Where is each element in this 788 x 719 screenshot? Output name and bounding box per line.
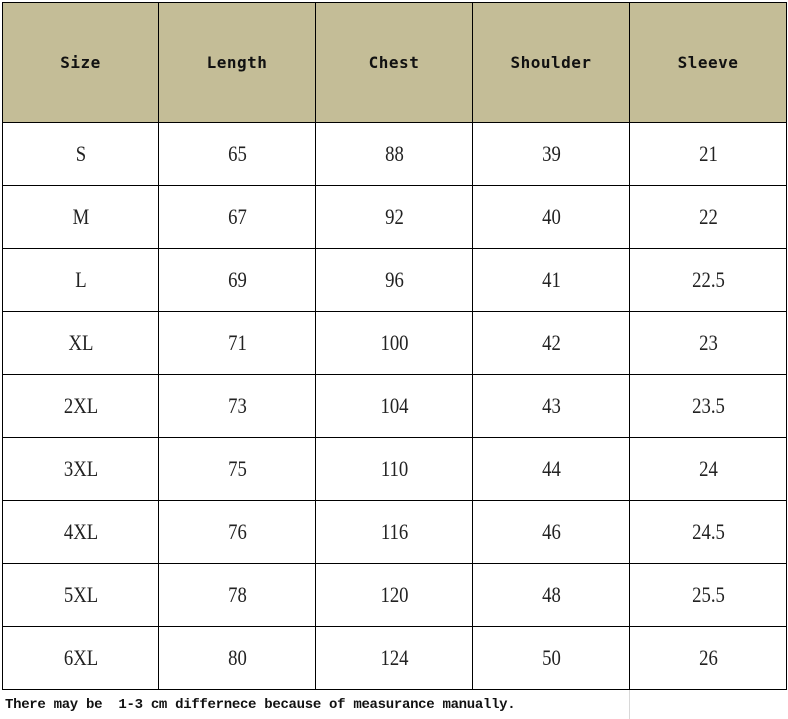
cell-length: 76	[169, 500, 305, 564]
table-row: XL 71 100 42 23	[3, 311, 787, 375]
table-row: S 65 88 39 21	[3, 122, 787, 186]
cell-size: M	[13, 185, 148, 249]
cell-length: 73	[169, 374, 305, 438]
column-header-sleeve: Sleeve	[629, 2, 787, 123]
table-row: 4XL 76 116 46 24.5	[3, 500, 787, 564]
measurement-note: There may be 1-3 cm differnece because o…	[5, 697, 516, 713]
cell-sleeve: 24.5	[640, 500, 776, 564]
cell-sleeve: 25.5	[640, 563, 776, 627]
cell-chest: 110	[326, 437, 462, 501]
cell-shoulder: 48	[483, 563, 619, 627]
cell-shoulder: 46	[483, 500, 619, 564]
cell-size: S	[13, 122, 148, 186]
cell-sleeve: 22	[640, 185, 776, 249]
cell-length: 75	[169, 437, 305, 501]
cell-chest: 88	[326, 122, 462, 186]
cell-size: 2XL	[13, 374, 148, 438]
cell-chest: 124	[326, 626, 462, 690]
cell-length: 80	[169, 626, 305, 690]
footer: There may be 1-3 cm differnece because o…	[0, 690, 788, 719]
cell-sleeve: 26	[640, 626, 776, 690]
cell-length: 67	[169, 185, 305, 249]
cell-sleeve: 24	[640, 437, 776, 501]
table-row: 6XL 80 124 50 26	[3, 626, 787, 690]
cell-size: 5XL	[13, 563, 148, 627]
cell-shoulder: 41	[483, 248, 619, 312]
cell-shoulder: 44	[483, 437, 619, 501]
cell-chest: 100	[326, 311, 462, 375]
table-row: L 69 96 41 22.5	[3, 248, 787, 312]
cell-size: XL	[13, 311, 148, 375]
cell-shoulder: 40	[483, 185, 619, 249]
cell-length: 71	[169, 311, 305, 375]
cell-length: 78	[169, 563, 305, 627]
cell-chest: 92	[326, 185, 462, 249]
cell-shoulder: 39	[483, 122, 619, 186]
table-row: M 67 92 40 22	[3, 185, 787, 249]
table-row: 5XL 78 120 48 25.5	[3, 563, 787, 627]
cell-length: 69	[169, 248, 305, 312]
cell-size: 4XL	[13, 500, 148, 564]
cell-sleeve: 22.5	[640, 248, 776, 312]
table-row: 2XL 73 104 43 23.5	[3, 374, 787, 438]
cell-sleeve: 21	[640, 122, 776, 186]
column-header-chest: Chest	[315, 2, 473, 123]
cell-size: 3XL	[13, 437, 148, 501]
cell-length: 65	[169, 122, 305, 186]
table-row: 3XL 75 110 44 24	[3, 437, 787, 501]
cell-chest: 104	[326, 374, 462, 438]
cell-sleeve: 23	[640, 311, 776, 375]
cell-sleeve: 23.5	[640, 374, 776, 438]
cell-shoulder: 50	[483, 626, 619, 690]
cell-size: L	[13, 248, 148, 312]
column-header-length: Length	[158, 2, 316, 123]
cell-shoulder: 42	[483, 311, 619, 375]
divider	[629, 690, 630, 719]
table-body: S 65 88 39 21 M 67 92 40 22 L 69 96 41 22.5 XL 71 100 42 23…	[3, 122, 787, 690]
column-header-size: Size	[2, 2, 159, 123]
cell-chest: 96	[326, 248, 462, 312]
cell-chest: 120	[326, 563, 462, 627]
cell-chest: 116	[326, 500, 462, 564]
column-header-shoulder: Shoulder	[472, 2, 630, 123]
cell-size: 6XL	[13, 626, 148, 690]
cell-shoulder: 43	[483, 374, 619, 438]
size-chart-table: Size Length Chest Shoulder Sleeve S 65 88 39 21 M…	[2, 2, 787, 690]
header-row: Size Length Chest Shoulder Sleeve	[2, 2, 787, 123]
